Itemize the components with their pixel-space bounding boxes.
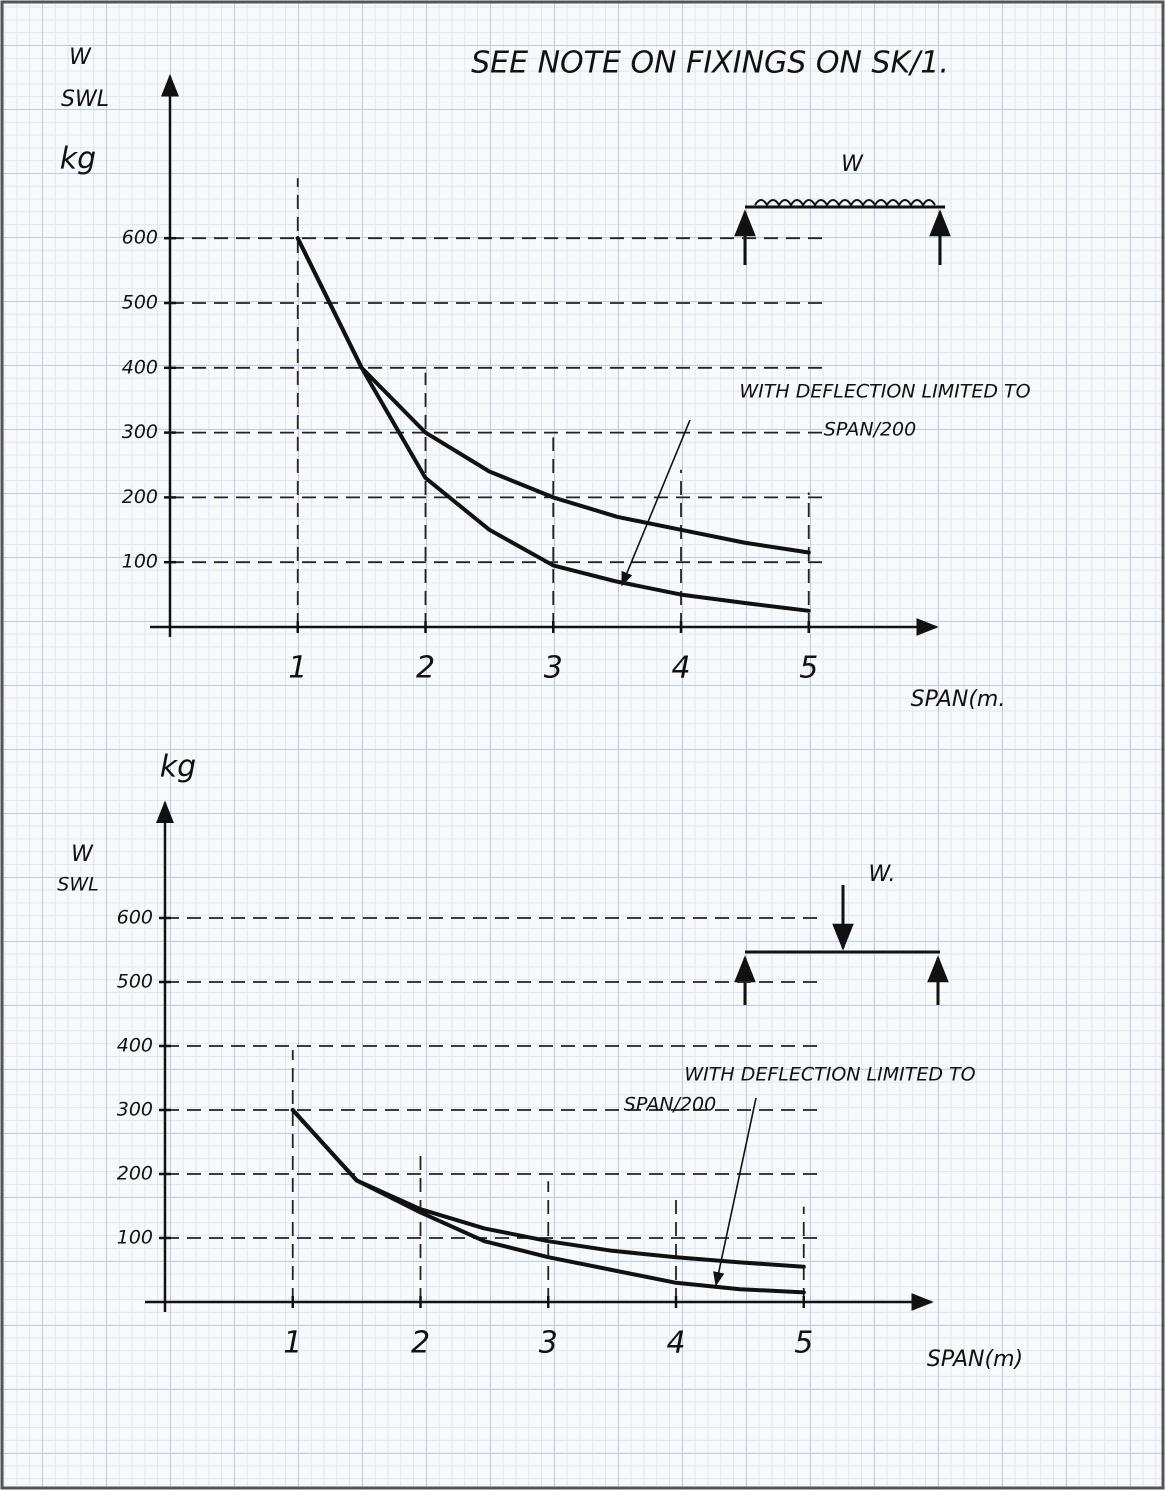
y-tick-label: 500 [117,971,153,993]
beam-diagram-point [745,885,940,1005]
load-label: W [841,152,864,177]
x-axis-label: SPAN(m) [927,1347,1023,1372]
x-tick-label: 2 [416,651,435,686]
y-tick-label: 500 [122,292,158,314]
y-axis-label: W [71,842,94,867]
x-tick-label: 1 [283,1326,302,1361]
y-tick-label: 400 [117,1035,153,1057]
annotation: SPAN/200 [824,419,916,441]
y-axis-label: SWL [57,874,98,896]
x-tick-label: 2 [411,1326,430,1361]
sheet: 100 200 300 400 500 600 1 2 3 4 5 SEE NOTE ON FIXIN… [0,0,1165,1490]
y-tick-label: 100 [117,1227,153,1249]
y-tick-label: 400 [122,356,158,378]
y-tick-label: 200 [117,1163,153,1185]
page: {"chart_data": [ {"type": "line", "title… [0,0,1165,1490]
x-tick-label: 3 [544,651,563,686]
y-tick-label: 600 [122,227,158,249]
x-tick-label: 5 [799,651,818,686]
annotation: WITH DEFLECTION LIMITED TO [684,1064,975,1086]
x-tick-label: 5 [794,1326,813,1361]
x-axis-label: SPAN(m. [911,687,1006,712]
annotation: WITH DEFLECTION LIMITED TO [739,381,1030,403]
y-tick-label: 300 [122,421,158,443]
x-tick-label: 1 [288,651,307,686]
y-axis-label: kg [160,750,196,785]
chart-title: SEE NOTE ON FIXINGS ON SK/1. [471,46,949,81]
load-label: W. [869,862,896,887]
x-tick-label: 3 [539,1326,558,1361]
beam-diagram-udl [745,200,945,265]
x-tick-label: 4 [666,1326,685,1361]
annotation-arrow [716,1098,756,1285]
y-axis-label: kg [60,142,96,177]
y-axis-label: SWL [61,87,109,112]
y-tick-label: 200 [122,486,158,508]
y-axis-label: W [69,45,92,70]
annotation: SPAN/200 [624,1094,716,1116]
y-tick-label: 300 [117,1099,153,1121]
y-tick-label: 100 [122,551,158,573]
y-tick-label: 600 [117,907,153,929]
x-tick-label: 4 [671,651,690,686]
annotation-arrow [622,420,690,585]
